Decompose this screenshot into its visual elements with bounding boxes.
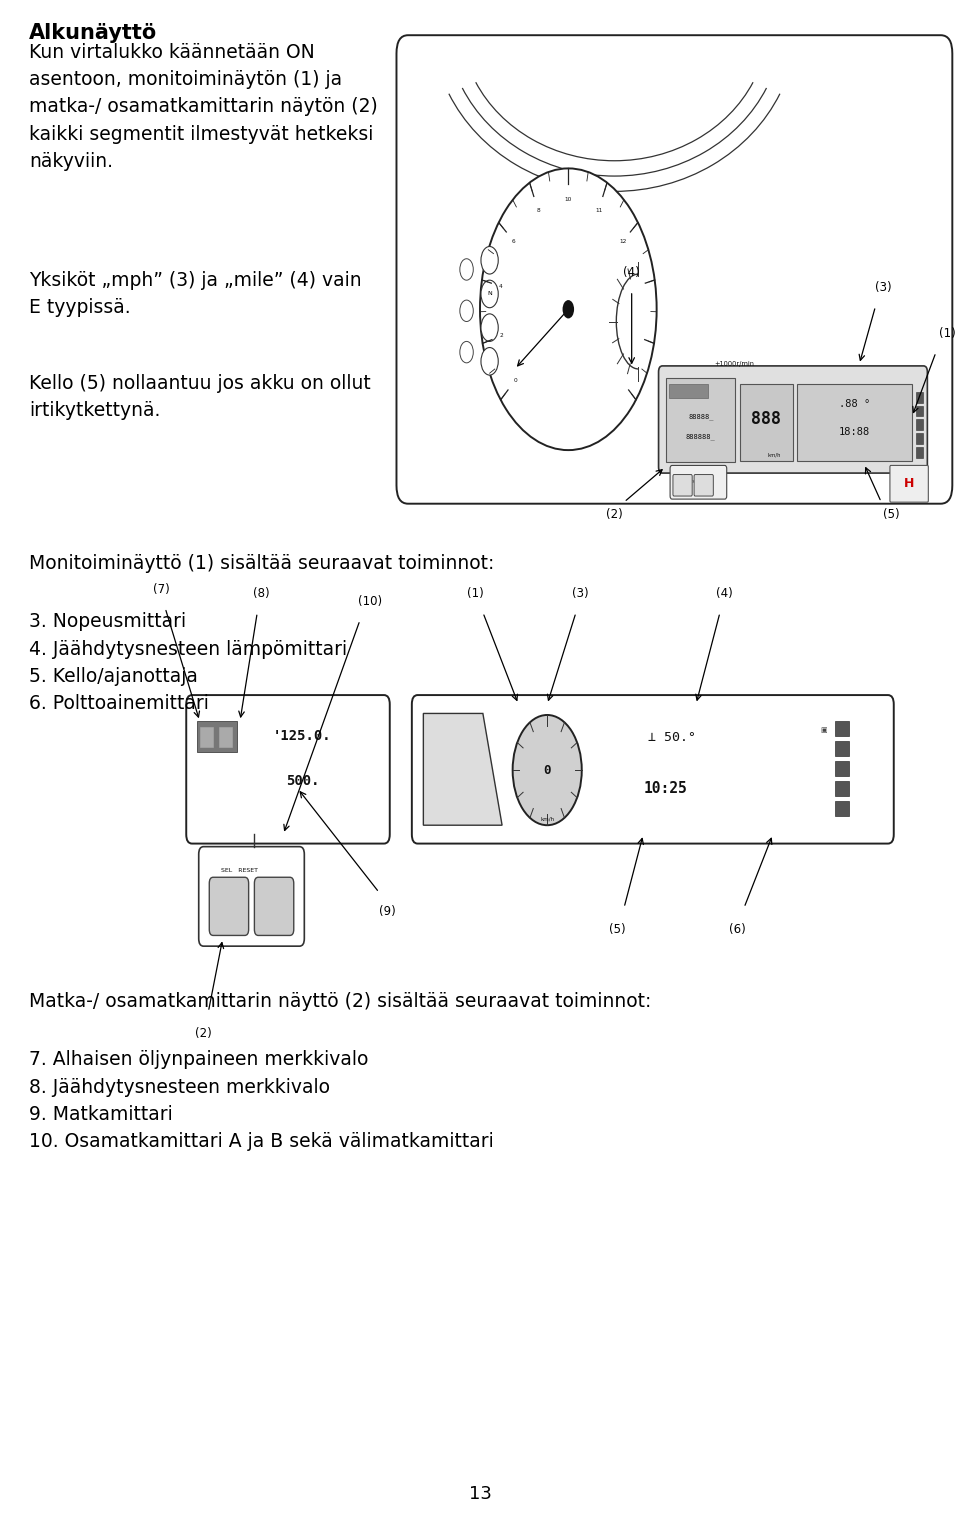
Circle shape (480, 168, 657, 450)
Bar (200, 727, 213, 747)
Text: 12: 12 (619, 239, 627, 243)
Bar (916, 447, 923, 458)
FancyBboxPatch shape (673, 475, 692, 496)
Text: (3): (3) (572, 588, 589, 600)
Text: (1): (1) (939, 328, 955, 340)
Bar (835, 741, 849, 756)
Circle shape (460, 341, 473, 363)
Text: 500.: 500. (286, 773, 319, 788)
Text: Yksiköt „mph” (3) ja „mile” (4) vain
E tyypissä.: Yksiköt „mph” (3) ja „mile” (4) vain E t… (29, 271, 361, 317)
Text: (6): (6) (729, 923, 746, 935)
Text: 13: 13 (468, 1485, 492, 1503)
FancyBboxPatch shape (890, 465, 928, 502)
Text: ▣: ▣ (821, 727, 827, 733)
Bar (669, 384, 708, 398)
Circle shape (481, 280, 498, 308)
Bar (916, 419, 923, 430)
Text: Monitoiminäyttö (1) sisältää seuraavat toiminnot:: Monitoiminäyttö (1) sisältää seuraavat t… (29, 554, 494, 573)
Text: (5): (5) (609, 923, 626, 935)
Text: .88 °: .88 ° (839, 400, 870, 409)
Text: Alkunäyttö: Alkunäyttö (29, 23, 157, 43)
Text: 88888_: 88888_ (688, 413, 713, 419)
Text: 888888_: 888888_ (686, 433, 715, 439)
Bar (916, 392, 923, 403)
Text: (4): (4) (716, 588, 733, 600)
Text: Kello (5) nollaantuu jos akku on ollut
irtikytkettynä.: Kello (5) nollaantuu jos akku on ollut i… (29, 374, 371, 419)
Bar (835, 801, 849, 816)
Polygon shape (423, 713, 502, 825)
Text: ⊥ 50.°: ⊥ 50.° (648, 732, 696, 744)
FancyBboxPatch shape (199, 847, 304, 946)
Bar (666, 378, 735, 462)
Bar (835, 781, 849, 796)
FancyBboxPatch shape (694, 475, 713, 496)
Text: 11: 11 (595, 208, 602, 213)
Text: 0: 0 (543, 764, 551, 776)
Text: N: N (488, 291, 492, 297)
Text: (2): (2) (606, 508, 623, 521)
Circle shape (460, 259, 473, 280)
Circle shape (460, 300, 473, 322)
Text: (1): (1) (467, 588, 484, 600)
Text: 8: 8 (536, 208, 540, 213)
FancyBboxPatch shape (254, 877, 294, 935)
Text: 6: 6 (512, 239, 516, 243)
Text: (4): (4) (623, 266, 640, 279)
Circle shape (481, 348, 498, 375)
Text: (5): (5) (882, 508, 900, 521)
FancyBboxPatch shape (209, 877, 249, 935)
Text: 10: 10 (564, 196, 572, 202)
Bar (835, 761, 849, 776)
Bar (916, 406, 923, 416)
Bar (219, 727, 232, 747)
Text: km/h: km/h (540, 816, 554, 822)
Circle shape (563, 300, 574, 318)
Text: 3. Nopeusmittari
4. Jäähdytysnesteen lämpömittari
5. Kello/ajanottaja
6. Polttoa: 3. Nopeusmittari 4. Jäähdytysnesteen läm… (29, 612, 347, 713)
Text: 10:25: 10:25 (643, 781, 687, 796)
Text: Matka-/ osamatkamittarin näyttö (2) sisältää seuraavat toiminnot:: Matka-/ osamatkamittarin näyttö (2) sisä… (29, 992, 651, 1010)
Text: Kun virtalukko käännetään ON
asentoon, monitoiminäytön (1) ja
matka-/ osamatkami: Kun virtalukko käännetään ON asentoon, m… (29, 43, 377, 171)
FancyBboxPatch shape (659, 366, 927, 473)
Text: 4: 4 (499, 283, 503, 289)
Circle shape (513, 715, 582, 825)
Bar (835, 721, 849, 736)
Circle shape (481, 246, 498, 274)
Bar (197, 721, 237, 752)
Text: SEL   RESET: SEL RESET (221, 868, 258, 873)
Text: '125.0.: '125.0. (273, 729, 332, 744)
Text: 2: 2 (499, 334, 503, 338)
Text: (7): (7) (153, 583, 170, 596)
Circle shape (481, 314, 498, 341)
Text: 888: 888 (751, 410, 781, 429)
FancyBboxPatch shape (670, 465, 727, 499)
Text: (8): (8) (252, 588, 270, 600)
FancyBboxPatch shape (412, 695, 894, 844)
Text: (9): (9) (378, 905, 396, 917)
FancyBboxPatch shape (396, 35, 952, 504)
Text: 0: 0 (514, 378, 517, 383)
Bar (916, 433, 923, 444)
Bar (740, 384, 793, 461)
Text: (2): (2) (195, 1027, 212, 1040)
Text: 18:88: 18:88 (839, 427, 870, 436)
Text: km/h: km/h (768, 453, 781, 458)
Text: H: H (904, 478, 914, 490)
Text: SEL  RESET: SEL RESET (676, 481, 701, 484)
Bar (797, 384, 912, 461)
Text: 7. Alhaisen öljynpaineen merkkivalo
8. Jäähdytysnesteen merkkivalo
9. Matkamitta: 7. Alhaisen öljynpaineen merkkivalo 8. J… (29, 1050, 493, 1151)
Text: +1000r/min: +1000r/min (714, 361, 755, 367)
FancyBboxPatch shape (186, 695, 390, 844)
Text: (10): (10) (357, 596, 382, 608)
Text: (3): (3) (875, 282, 892, 294)
